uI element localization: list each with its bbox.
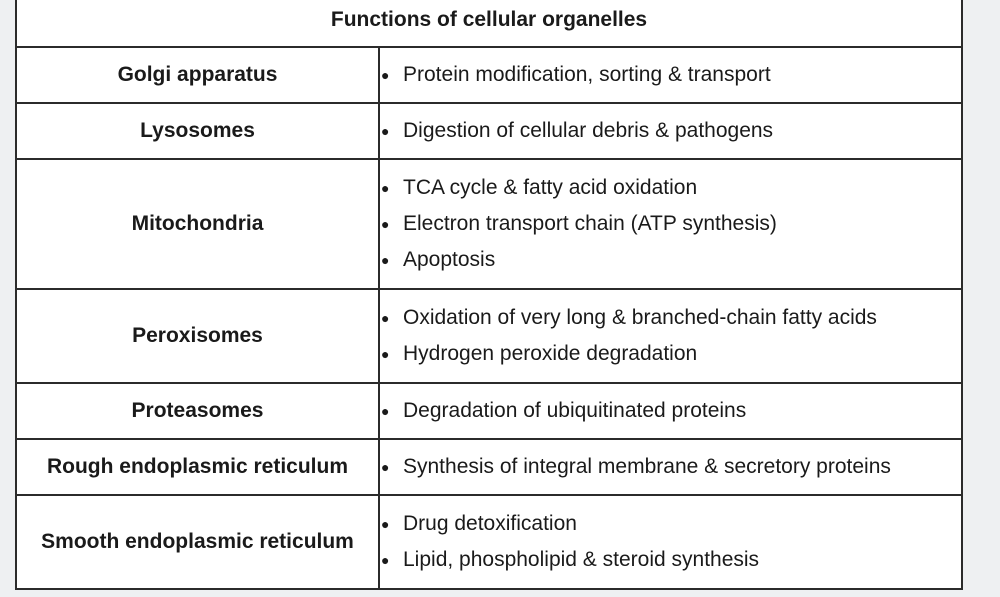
function-list: ● Protein modification, sorting & transpo… — [380, 57, 961, 93]
table-row: Mitochondria ● TCA cycle & fatty acid oxi… — [15, 158, 963, 290]
table-row: Peroxisomes ● Oxidation of very long & br… — [15, 288, 963, 384]
bullet-icon: ● — [381, 552, 390, 568]
function-cell: ● Oxidation of very long & branched-chain… — [378, 288, 963, 384]
function-text: Oxidation of very long & branched-chain … — [403, 306, 877, 329]
bullet-icon: ● — [381, 403, 390, 419]
function-list: ● Oxidation of very long & branched-chain… — [380, 300, 961, 372]
function-list: ● TCA cycle & fatty acid oxidation ● Elect… — [380, 170, 961, 278]
function-text: Electron transport chain (ATP synthesis) — [403, 212, 777, 235]
table-row: Rough endoplasmic reticulum ● Synthesis o… — [15, 438, 963, 496]
bullet-icon: ● — [381, 310, 390, 326]
function-text: Drug detoxification — [403, 512, 577, 535]
function-cell: ● Drug detoxification ● Lipid, phospholipi… — [378, 494, 963, 590]
function-text: Apoptosis — [403, 248, 496, 271]
function-item: ● Hydrogen peroxide degradation — [380, 336, 961, 372]
organelle-name: Proteasomes — [15, 382, 380, 440]
function-item: ● Synthesis of integral membrane & secret… — [380, 449, 961, 485]
bullet-icon: ● — [381, 346, 390, 362]
function-text: Protein modification, sorting & transpor… — [403, 63, 771, 86]
bullet-icon: ● — [381, 459, 390, 475]
function-cell: ● Synthesis of integral membrane & secret… — [378, 438, 963, 496]
table-title: Functions of cellular organelles — [15, 0, 963, 48]
function-item: ● Electron transport chain (ATP synthesis… — [380, 206, 961, 242]
function-cell: ● TCA cycle & fatty acid oxidation ● Elect… — [378, 158, 963, 290]
function-item: ● Digestion of cellular debris & pathogen… — [380, 113, 961, 149]
function-list: ● Degradation of ubiquitinated proteins — [380, 393, 961, 429]
function-item: ● Drug detoxification — [380, 506, 961, 542]
function-item: ● Oxidation of very long & branched-chain… — [380, 300, 961, 336]
function-text: TCA cycle & fatty acid oxidation — [403, 176, 698, 199]
table-row: Golgi apparatus ● Protein modification, s… — [15, 46, 963, 104]
organelle-name: Peroxisomes — [15, 288, 380, 384]
bullet-icon: ● — [381, 180, 390, 196]
organelle-name: Rough endoplasmic reticulum — [15, 438, 380, 496]
organelle-functions-table: Functions of cellular organelles Golgi a… — [15, 0, 963, 590]
function-text: Hydrogen peroxide degradation — [403, 342, 698, 365]
function-item: ● Lipid, phospholipid & steroid synthesis — [380, 542, 961, 578]
organelle-name: Lysosomes — [15, 102, 380, 160]
function-text: Digestion of cellular debris & pathogens — [403, 119, 774, 142]
bullet-icon: ● — [381, 123, 390, 139]
function-item: ● Protein modification, sorting & transpo… — [380, 57, 961, 93]
organelle-name: Golgi apparatus — [15, 46, 380, 104]
function-list: ● Synthesis of integral membrane & secret… — [380, 449, 961, 485]
table-row: Smooth endoplasmic reticulum ● Drug detox… — [15, 494, 963, 590]
table-row: Lysosomes ● Digestion of cellular debris … — [15, 102, 963, 160]
bullet-icon: ● — [381, 516, 390, 532]
function-list: ● Drug detoxification ● Lipid, phospholipi… — [380, 506, 961, 578]
bullet-icon: ● — [381, 216, 390, 232]
function-text: Degradation of ubiquitinated proteins — [403, 399, 747, 422]
function-item: ● Apoptosis — [380, 242, 961, 278]
organelle-name: Smooth endoplasmic reticulum — [15, 494, 380, 590]
bullet-icon: ● — [381, 252, 390, 268]
table-row: Proteasomes ● Degradation of ubiquitinate… — [15, 382, 963, 440]
function-text: Lipid, phospholipid & steroid synthesis — [403, 548, 760, 571]
function-item: ● Degradation of ubiquitinated proteins — [380, 393, 961, 429]
function-cell: ● Digestion of cellular debris & pathogen… — [378, 102, 963, 160]
bullet-icon: ● — [381, 67, 390, 83]
function-text: Synthesis of integral membrane & secreto… — [403, 455, 891, 478]
function-cell: ● Protein modification, sorting & transpo… — [378, 46, 963, 104]
function-item: ● TCA cycle & fatty acid oxidation — [380, 170, 961, 206]
table-header-row: Functions of cellular organelles — [15, 0, 963, 48]
function-list: ● Digestion of cellular debris & pathogen… — [380, 113, 961, 149]
organelle-name: Mitochondria — [15, 158, 380, 290]
function-cell: ● Degradation of ubiquitinated proteins — [378, 382, 963, 440]
